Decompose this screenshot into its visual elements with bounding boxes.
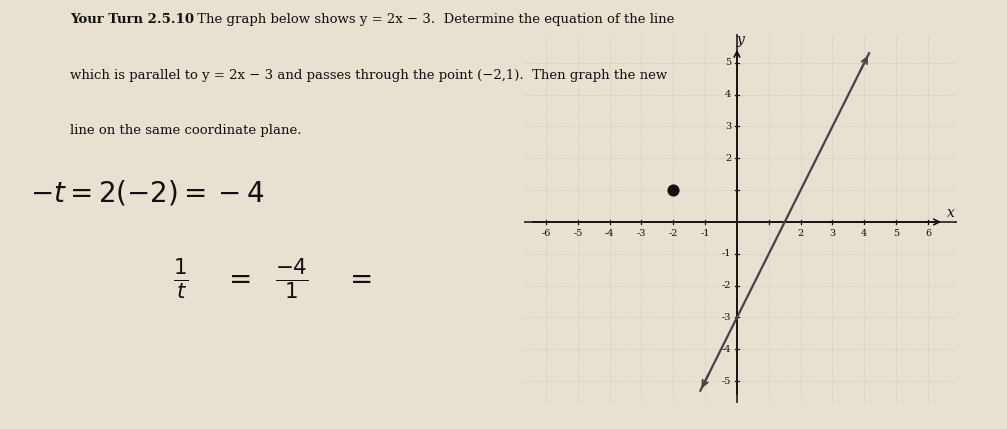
Text: line on the same coordinate plane.: line on the same coordinate plane. [70, 124, 302, 137]
Text: $\frac{1}{t}$: $\frac{1}{t}$ [173, 256, 189, 302]
Text: y: y [737, 33, 745, 47]
Text: $=$: $=$ [343, 266, 372, 292]
Text: -4: -4 [605, 229, 614, 238]
Text: -6: -6 [541, 229, 551, 238]
Text: -1: -1 [701, 229, 710, 238]
Text: 5: 5 [893, 229, 899, 238]
Text: -2: -2 [669, 229, 678, 238]
Text: -3: -3 [722, 313, 731, 322]
Text: 4: 4 [861, 229, 867, 238]
Text: 4: 4 [725, 90, 731, 99]
Text: x: x [948, 206, 955, 221]
Text: 5: 5 [725, 58, 731, 67]
Text: $-t = 2(-2) = -4$: $-t = 2(-2) = -4$ [30, 178, 265, 208]
Text: 2: 2 [798, 229, 804, 238]
Text: Your Turn 2.5.10: Your Turn 2.5.10 [70, 13, 194, 26]
Text: -1: -1 [722, 249, 731, 258]
Text: 3: 3 [725, 122, 731, 131]
Text: 2: 2 [725, 154, 731, 163]
Text: -3: -3 [636, 229, 646, 238]
Text: The graph below shows y = 2x − 3.  Determine the equation of the line: The graph below shows y = 2x − 3. Determ… [193, 13, 675, 26]
Text: -2: -2 [722, 281, 731, 290]
Text: $\frac{-4}{1}$: $\frac{-4}{1}$ [275, 256, 309, 302]
Text: $=$: $=$ [223, 266, 251, 292]
Text: -4: -4 [722, 345, 731, 354]
Text: -5: -5 [573, 229, 582, 238]
Text: which is parallel to y = 2x − 3 and passes through the point (−2,1).  Then graph: which is parallel to y = 2x − 3 and pass… [70, 69, 668, 82]
Text: 6: 6 [925, 229, 931, 238]
Text: 3: 3 [830, 229, 836, 238]
Point [666, 187, 682, 193]
Text: -5: -5 [722, 377, 731, 386]
